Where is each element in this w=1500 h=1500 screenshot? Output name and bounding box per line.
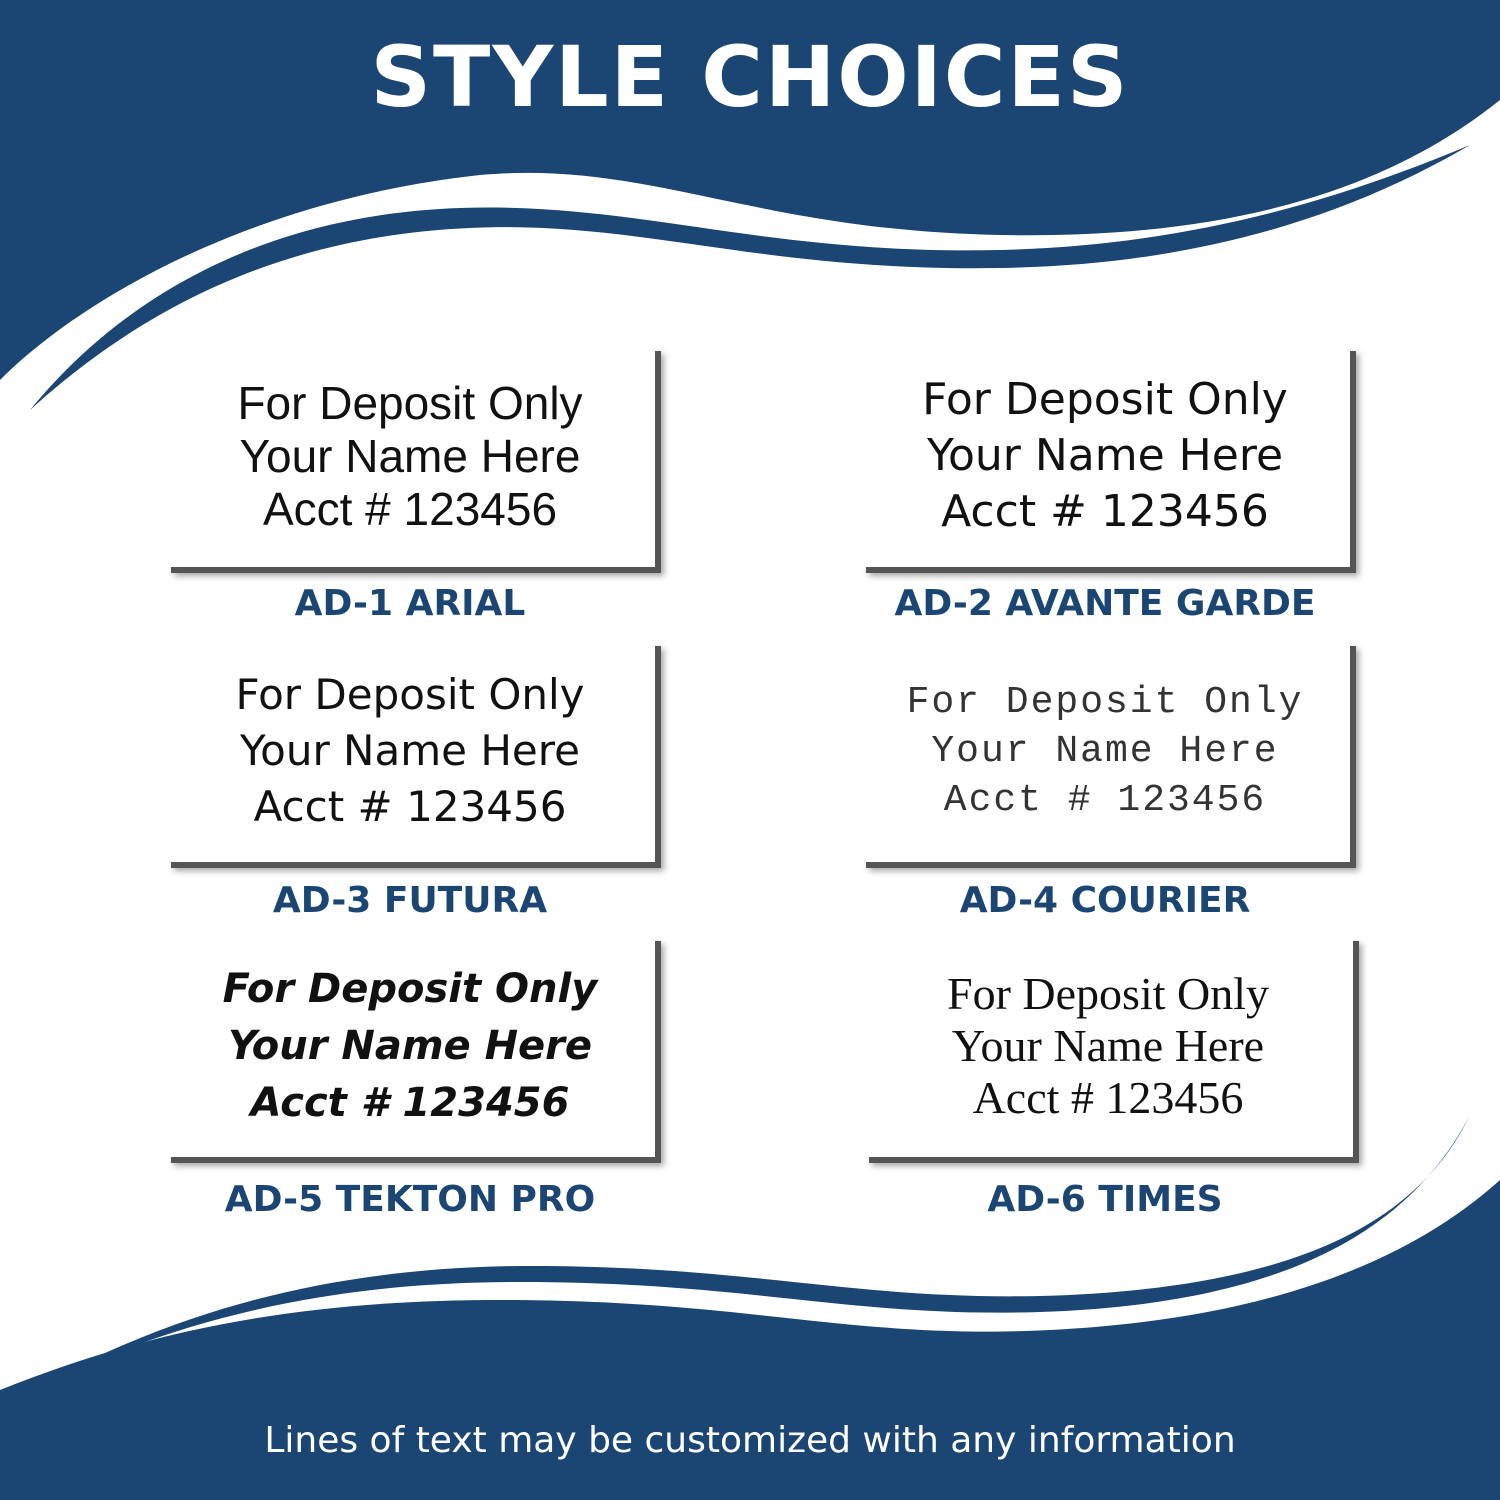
style-label-arial: AD-1 ARIAL — [294, 583, 526, 624]
stamp-preview-courier: For Deposit Only Your Name Here Acct # 1… — [860, 640, 1350, 862]
stamp-line: Your Name Here — [951, 1020, 1265, 1071]
style-label-times: AD-6 TIMES — [987, 1179, 1223, 1220]
style-label-futura: AD-3 FUTURA — [272, 880, 548, 921]
page-title: STYLE CHOICES — [370, 28, 1130, 126]
bottom-wave — [0, 1180, 1500, 1500]
stamp-preview-tekton-pro: For Deposit Only Your Name Here Acct # 1… — [165, 935, 655, 1157]
stamp-line: Acct # 123456 — [262, 482, 558, 535]
stamp-line: Your Name Here — [926, 430, 1284, 481]
footer-note: Lines of text may be customized with any… — [264, 1420, 1236, 1461]
style-label-tekton-pro: AD-5 TEKTON PRO — [224, 1179, 596, 1220]
stamp-line: Acct # 123456 — [253, 782, 567, 831]
top-wave — [0, 0, 1500, 380]
stamp-line: For Deposit Only — [947, 968, 1269, 1019]
stamp-line: Your Name Here — [240, 726, 580, 775]
stamp-line: Your Name Here — [239, 429, 581, 482]
stamp-line: Your Name Here — [227, 1022, 593, 1069]
stamp-line: Acct # 123456 — [250, 1079, 570, 1126]
stamp-line: For Deposit Only — [237, 376, 583, 429]
stamp-line: For Deposit Only — [235, 670, 585, 719]
stamp-preview-futura: For Deposit Only Your Name Here Acct # 1… — [165, 640, 655, 862]
stamp-line: For Deposit Only — [222, 965, 598, 1012]
stamp-line: Acct # 123456 — [943, 778, 1267, 822]
stamp-line: Your Name Here — [931, 729, 1279, 773]
stamp-line: For Deposit Only — [922, 374, 1288, 425]
stamp-line: For Deposit Only — [906, 680, 1304, 724]
stamp-line: Acct # 123456 — [972, 1072, 1244, 1123]
style-label-avante-garde: AD-2 AVANTE GARDE — [894, 583, 1316, 624]
stamp-preview-avante-garde: For Deposit Only Your Name Here Acct # 1… — [860, 345, 1350, 567]
style-label-courier: AD-4 COURIER — [959, 880, 1251, 921]
stamp-preview-times: For Deposit Only Your Name Here Acct # 1… — [863, 935, 1353, 1157]
stamp-line: Acct # 123456 — [941, 486, 1269, 537]
stamp-preview-arial: For Deposit Only Your Name Here Acct # 1… — [165, 345, 655, 567]
